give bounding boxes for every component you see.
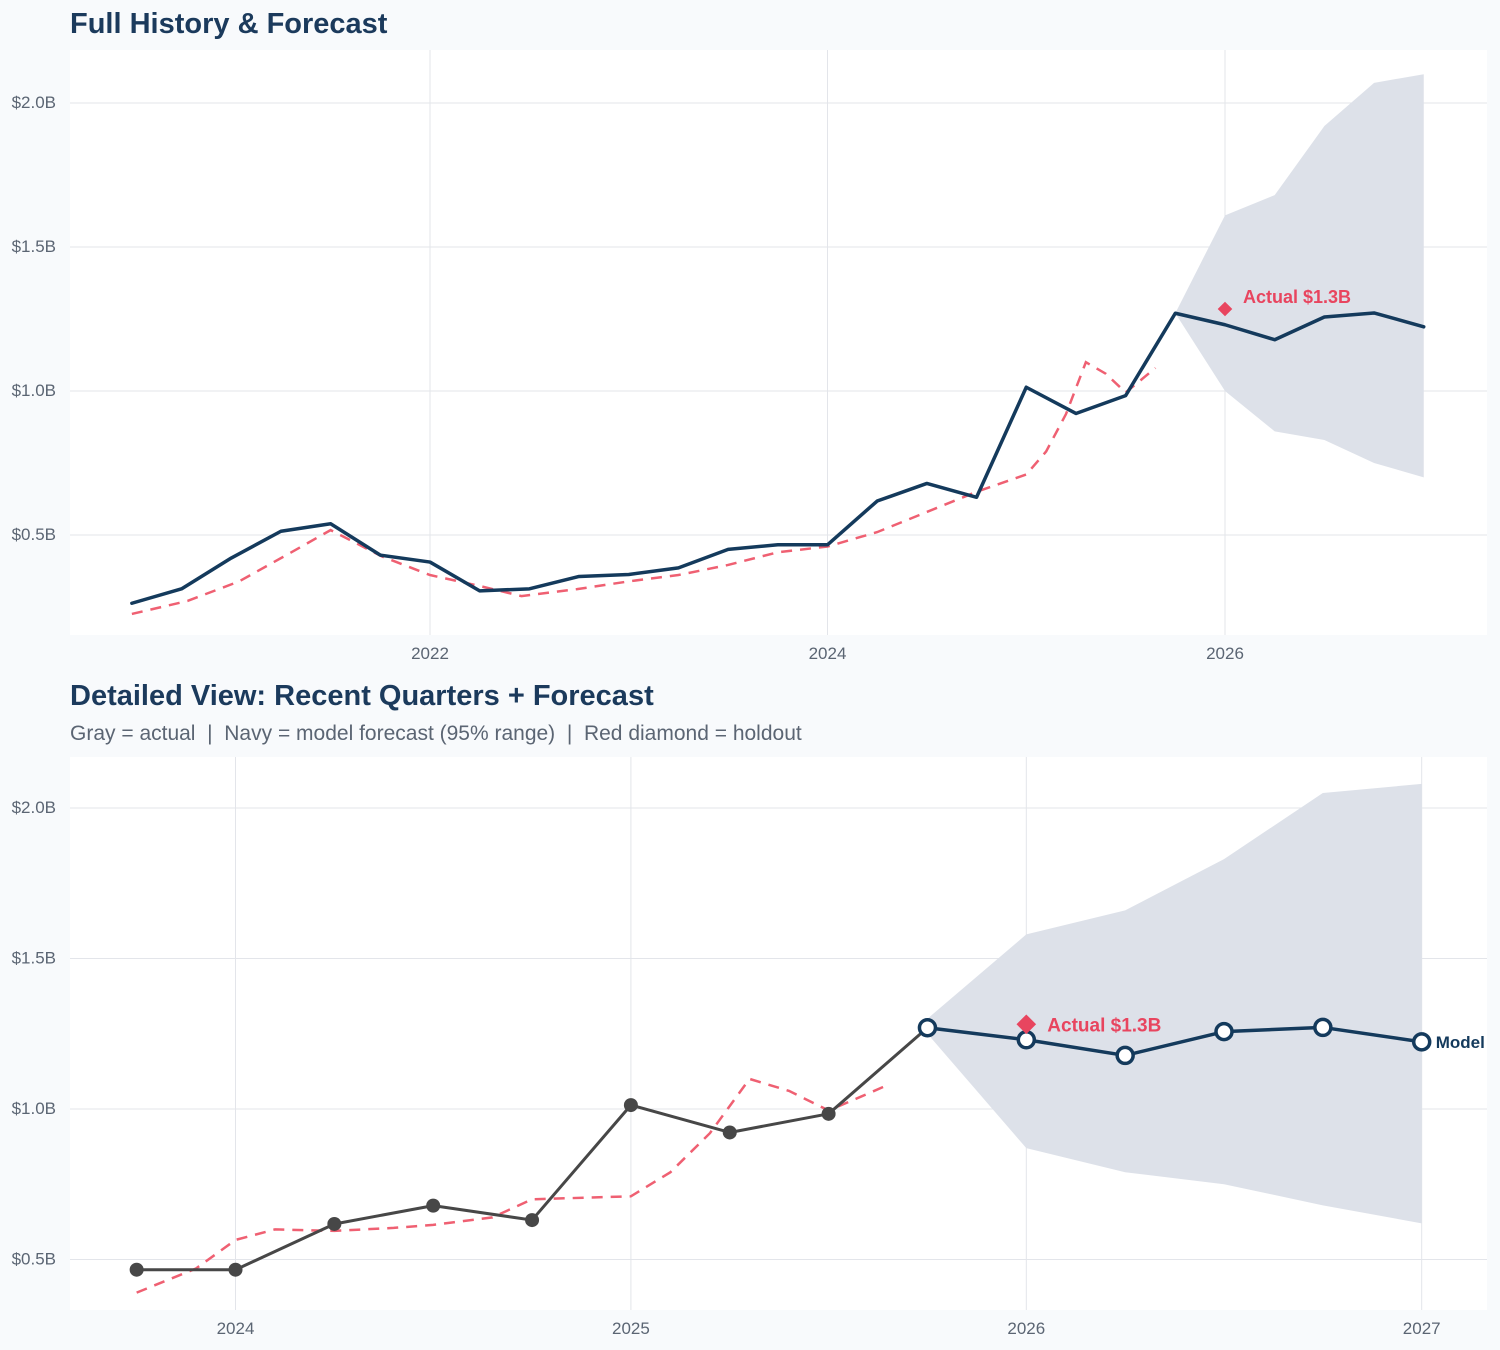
svg-text:2024: 2024	[217, 1319, 255, 1338]
svg-text:2026: 2026	[1007, 1319, 1045, 1338]
svg-text:$1.5B: $1.5B	[12, 949, 56, 968]
svg-text:Model: Model	[1436, 1033, 1485, 1052]
svg-text:Actual $1.3B: Actual $1.3B	[1047, 1015, 1161, 1036]
svg-text:$0.5B: $0.5B	[12, 525, 56, 544]
svg-text:Actual $1.3B: Actual $1.3B	[1243, 287, 1351, 307]
svg-text:$0.5B: $0.5B	[12, 1250, 56, 1269]
svg-text:$1.0B: $1.0B	[12, 381, 56, 400]
svg-text:$2.0B: $2.0B	[12, 798, 56, 817]
svg-text:2022: 2022	[411, 644, 449, 663]
svg-text:$1.0B: $1.0B	[12, 1099, 56, 1118]
svg-text:2027: 2027	[1403, 1319, 1441, 1338]
svg-text:$2.0B: $2.0B	[12, 93, 56, 112]
svg-text:2024: 2024	[809, 644, 847, 663]
svg-text:2026: 2026	[1206, 644, 1244, 663]
svg-text:$1.5B: $1.5B	[12, 237, 56, 256]
svg-text:2025: 2025	[612, 1319, 650, 1338]
